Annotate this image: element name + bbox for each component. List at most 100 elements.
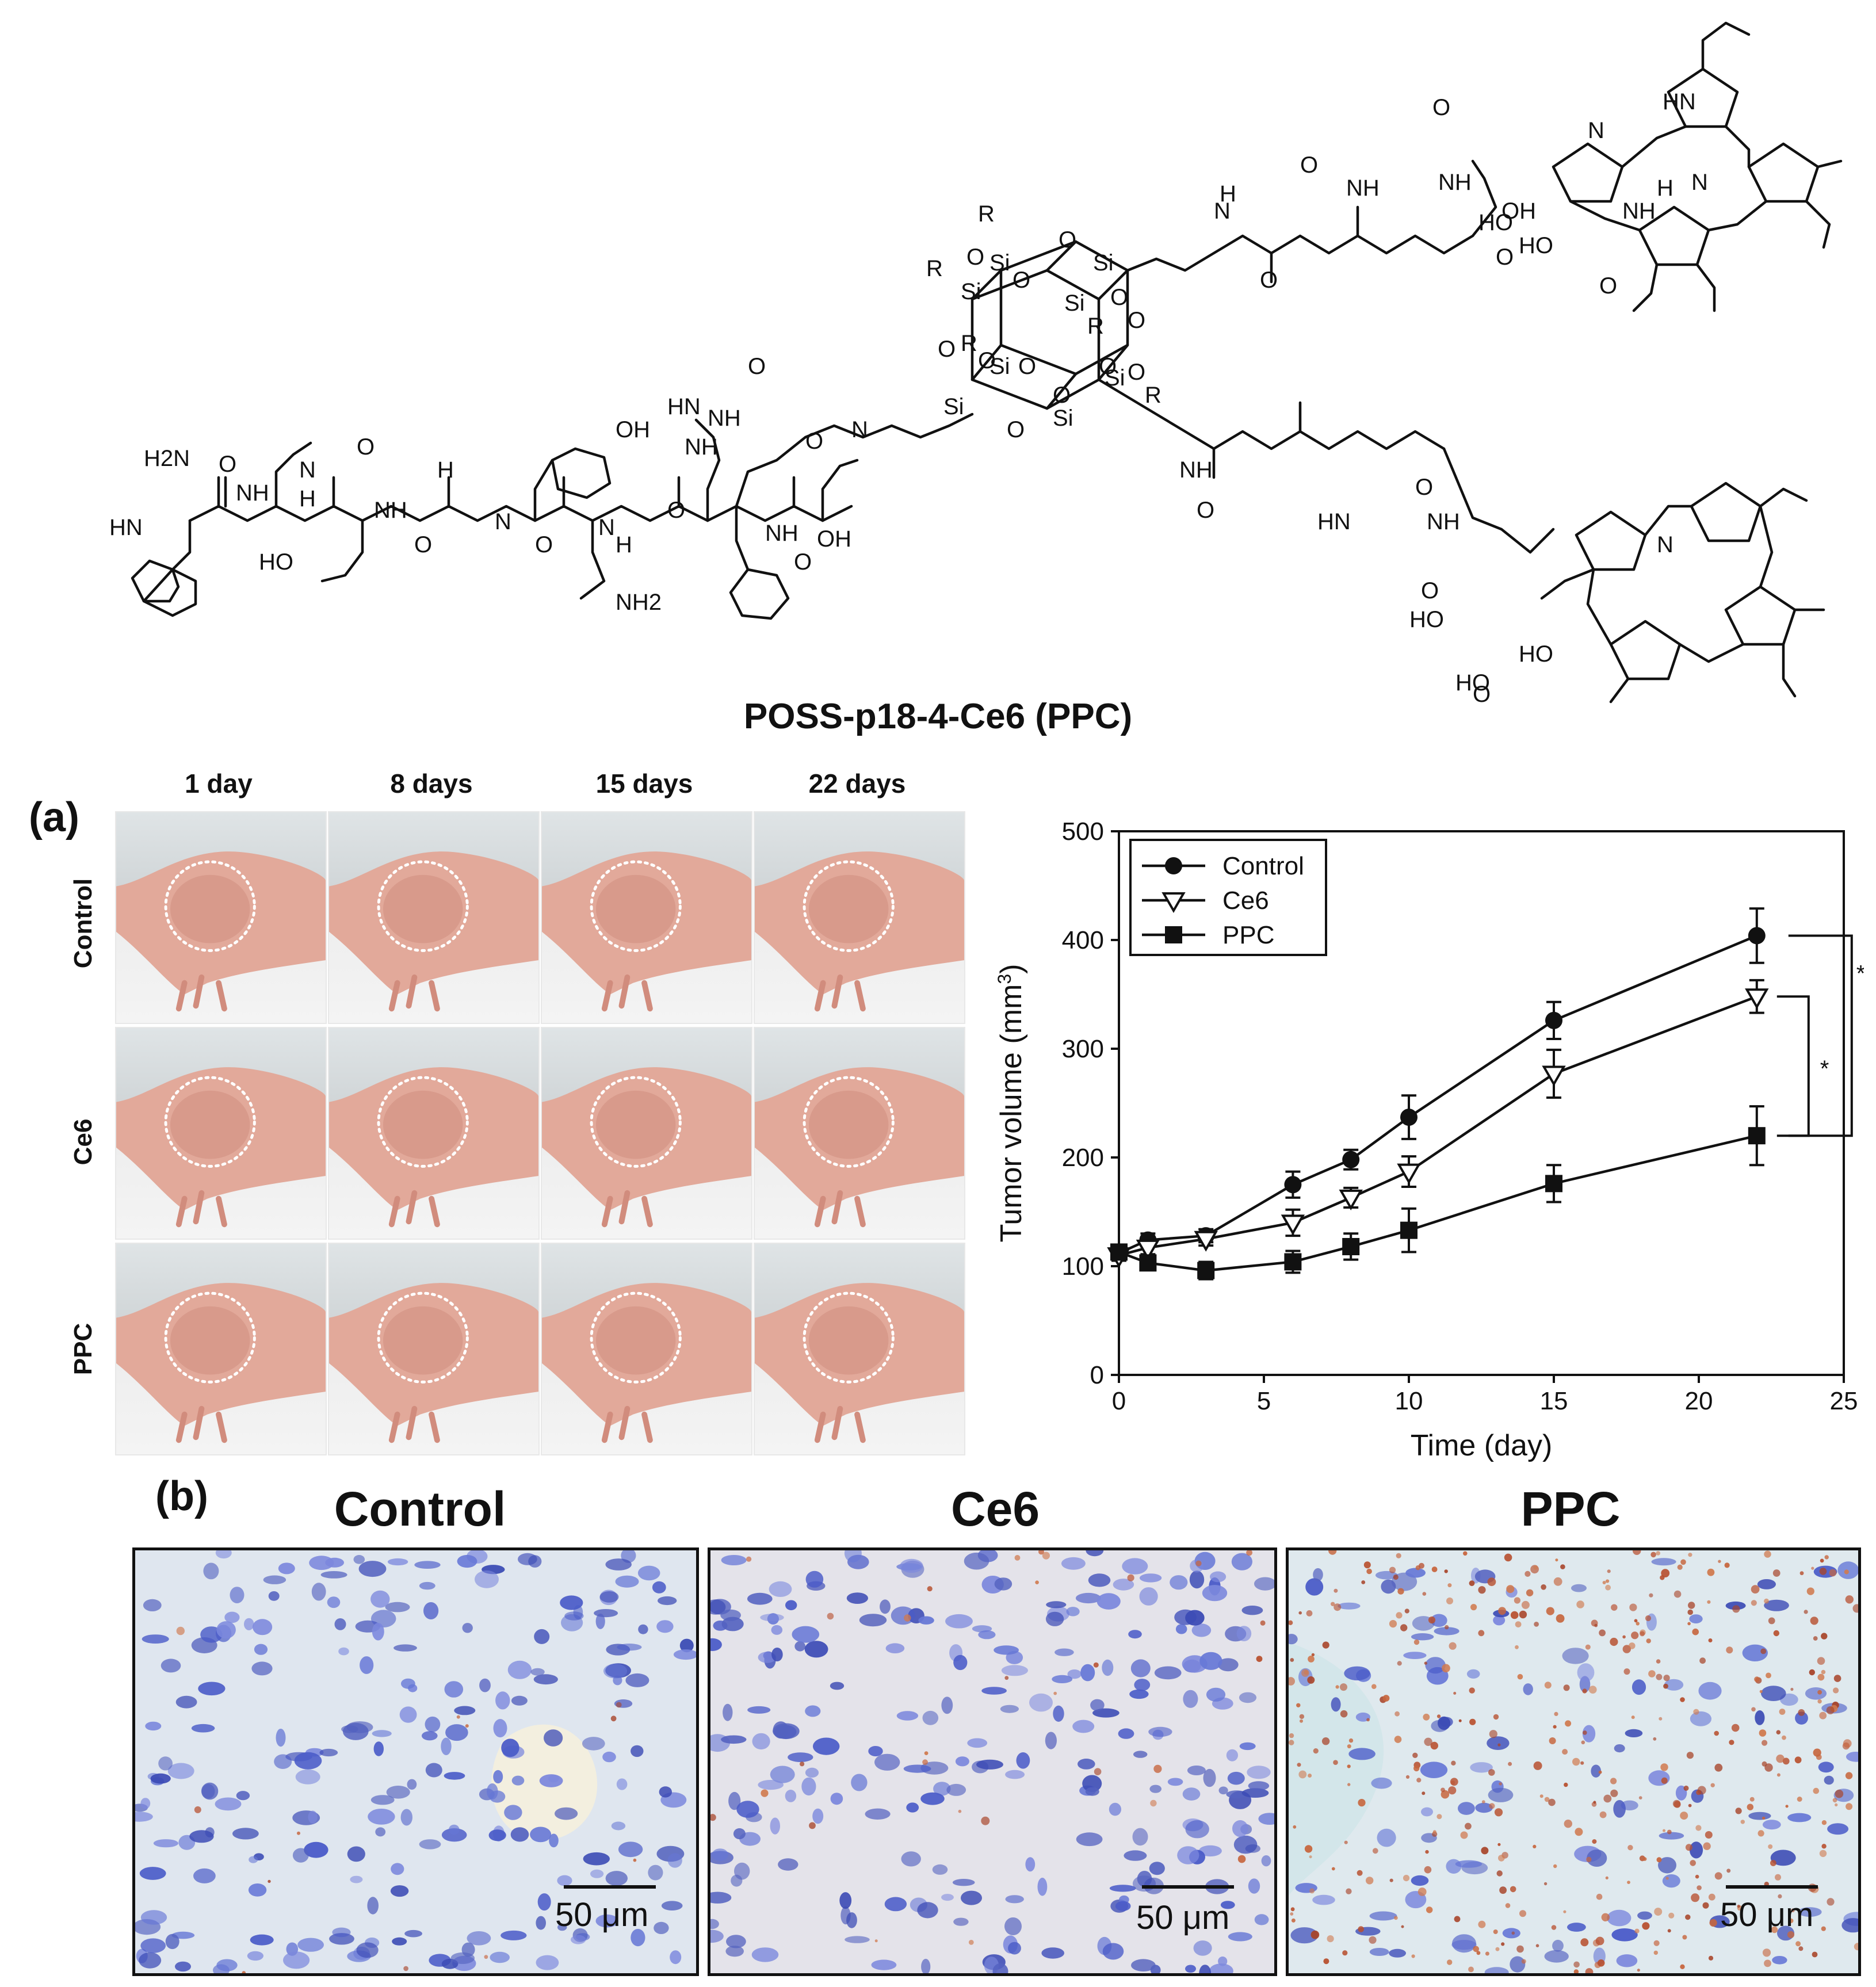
tunel-stain bbox=[904, 1614, 911, 1622]
tunel-stain bbox=[1441, 1790, 1450, 1799]
atom-label: HO bbox=[1455, 670, 1490, 696]
tunel-stain bbox=[1470, 1604, 1477, 1611]
tunel-stain bbox=[1310, 1930, 1320, 1939]
tunel-stain bbox=[1517, 1673, 1523, 1680]
tunel-stain bbox=[1369, 1936, 1377, 1944]
nucleus bbox=[247, 1951, 263, 1961]
nucleus bbox=[555, 1807, 578, 1820]
tunel-stain bbox=[194, 1806, 201, 1813]
tunel-stain bbox=[1334, 1588, 1338, 1593]
tunel-stain bbox=[1297, 1763, 1301, 1767]
tunel-stain bbox=[1493, 1714, 1499, 1720]
nucleus bbox=[1198, 1845, 1222, 1857]
nucleus bbox=[736, 1801, 759, 1818]
tunel-stain bbox=[1812, 1951, 1818, 1958]
tunel-stain bbox=[1394, 1736, 1402, 1743]
tunel-stain bbox=[1731, 1724, 1740, 1732]
nucleus bbox=[1757, 1579, 1776, 1589]
nucleus bbox=[161, 1659, 181, 1673]
tunel-stain bbox=[1714, 1872, 1722, 1880]
tunel-stain bbox=[1296, 1703, 1301, 1707]
mouse-body bbox=[755, 1283, 964, 1443]
column-header: 15 days bbox=[595, 769, 693, 798]
nucleus bbox=[536, 1916, 546, 1930]
tunel-stain bbox=[1424, 1866, 1432, 1874]
tunel-stain bbox=[242, 1971, 246, 1973]
nucleus bbox=[1078, 1759, 1095, 1770]
nucleus bbox=[964, 1552, 989, 1570]
tunel-stain bbox=[1797, 1797, 1802, 1802]
tunel-stain bbox=[1636, 1622, 1640, 1626]
y-tick-label: 200 bbox=[1062, 1144, 1104, 1172]
nucleus bbox=[1787, 1813, 1812, 1822]
nucleus bbox=[752, 1733, 770, 1750]
tunel-stain bbox=[1465, 1822, 1472, 1830]
tunel-stain bbox=[1680, 1812, 1688, 1820]
tunel-stain bbox=[1654, 1908, 1663, 1916]
nucleus bbox=[1113, 1579, 1134, 1591]
tunel-stain bbox=[1444, 1569, 1448, 1573]
tunel-stain bbox=[1546, 1607, 1554, 1615]
tunel-stain bbox=[1764, 1598, 1769, 1604]
atom-label: O bbox=[1099, 354, 1117, 379]
nucleus bbox=[1132, 1828, 1148, 1846]
tunel-stain bbox=[1501, 1942, 1505, 1946]
tunel-stain bbox=[1789, 1918, 1794, 1923]
tunel-stain bbox=[1553, 1577, 1562, 1586]
nucleus bbox=[941, 1894, 954, 1901]
nucleus bbox=[1637, 1911, 1652, 1920]
nucleus bbox=[475, 1570, 499, 1588]
tunel-stain bbox=[1426, 1906, 1433, 1913]
atom-label: HN bbox=[1663, 89, 1696, 114]
nucleus bbox=[582, 1737, 605, 1751]
nucleus bbox=[1189, 1571, 1205, 1589]
tunel-stain bbox=[1714, 1763, 1723, 1772]
tunel-stain bbox=[1596, 1893, 1603, 1900]
tunel-stain bbox=[1593, 1801, 1596, 1804]
nucleus bbox=[1226, 1749, 1238, 1761]
nucleus bbox=[1827, 1823, 1849, 1835]
y-axis-label-main: Tumor volume (mm bbox=[995, 984, 1028, 1243]
nucleus bbox=[1118, 1728, 1134, 1739]
nucleus bbox=[884, 1897, 907, 1912]
nucleus bbox=[1381, 1579, 1396, 1594]
histology-title: Ce6 bbox=[950, 1482, 1040, 1536]
nucleus bbox=[1434, 1627, 1459, 1636]
data-point bbox=[1284, 1176, 1302, 1194]
nucleus bbox=[390, 1885, 409, 1897]
nucleus bbox=[978, 1630, 996, 1640]
nucleus bbox=[537, 1893, 551, 1911]
tunel-stain bbox=[1798, 1709, 1805, 1716]
nucleus bbox=[1493, 1615, 1506, 1626]
tunel-stain bbox=[1832, 1798, 1837, 1803]
tunel-stain bbox=[1448, 1786, 1457, 1795]
tunel-stain bbox=[1799, 1571, 1804, 1576]
mouse-leg bbox=[601, 974, 653, 1012]
nucleus bbox=[1090, 1699, 1105, 1711]
nucleus bbox=[785, 1790, 797, 1802]
tunel-stain bbox=[1749, 1797, 1755, 1802]
nucleus bbox=[594, 1609, 618, 1618]
nucleus bbox=[1177, 1846, 1199, 1864]
nucleus bbox=[1139, 1573, 1162, 1583]
histology-title: PPC bbox=[1520, 1482, 1621, 1536]
tunel-stain bbox=[1549, 1737, 1556, 1744]
nucleus bbox=[1139, 1587, 1158, 1606]
nucleus bbox=[493, 1770, 503, 1784]
tunel-stain bbox=[1331, 1602, 1335, 1606]
tunel-stain bbox=[1751, 1707, 1756, 1712]
tunel-stain bbox=[1637, 1969, 1640, 1972]
nucleus bbox=[1762, 1820, 1781, 1830]
tunel-stain bbox=[1667, 1929, 1671, 1933]
tunel-stain bbox=[1521, 1959, 1526, 1964]
data-point bbox=[1136, 1239, 1160, 1260]
tunel-stain bbox=[1553, 1864, 1557, 1868]
tunel-stain bbox=[1335, 1685, 1339, 1689]
nucleus bbox=[1611, 1928, 1638, 1942]
tunel-stain bbox=[1468, 1966, 1474, 1973]
nucleus bbox=[721, 1555, 747, 1565]
nucleus bbox=[1080, 1664, 1095, 1682]
nucleus bbox=[1025, 1857, 1036, 1872]
nucleus bbox=[1124, 1850, 1147, 1861]
atom-label: OH bbox=[817, 526, 851, 552]
